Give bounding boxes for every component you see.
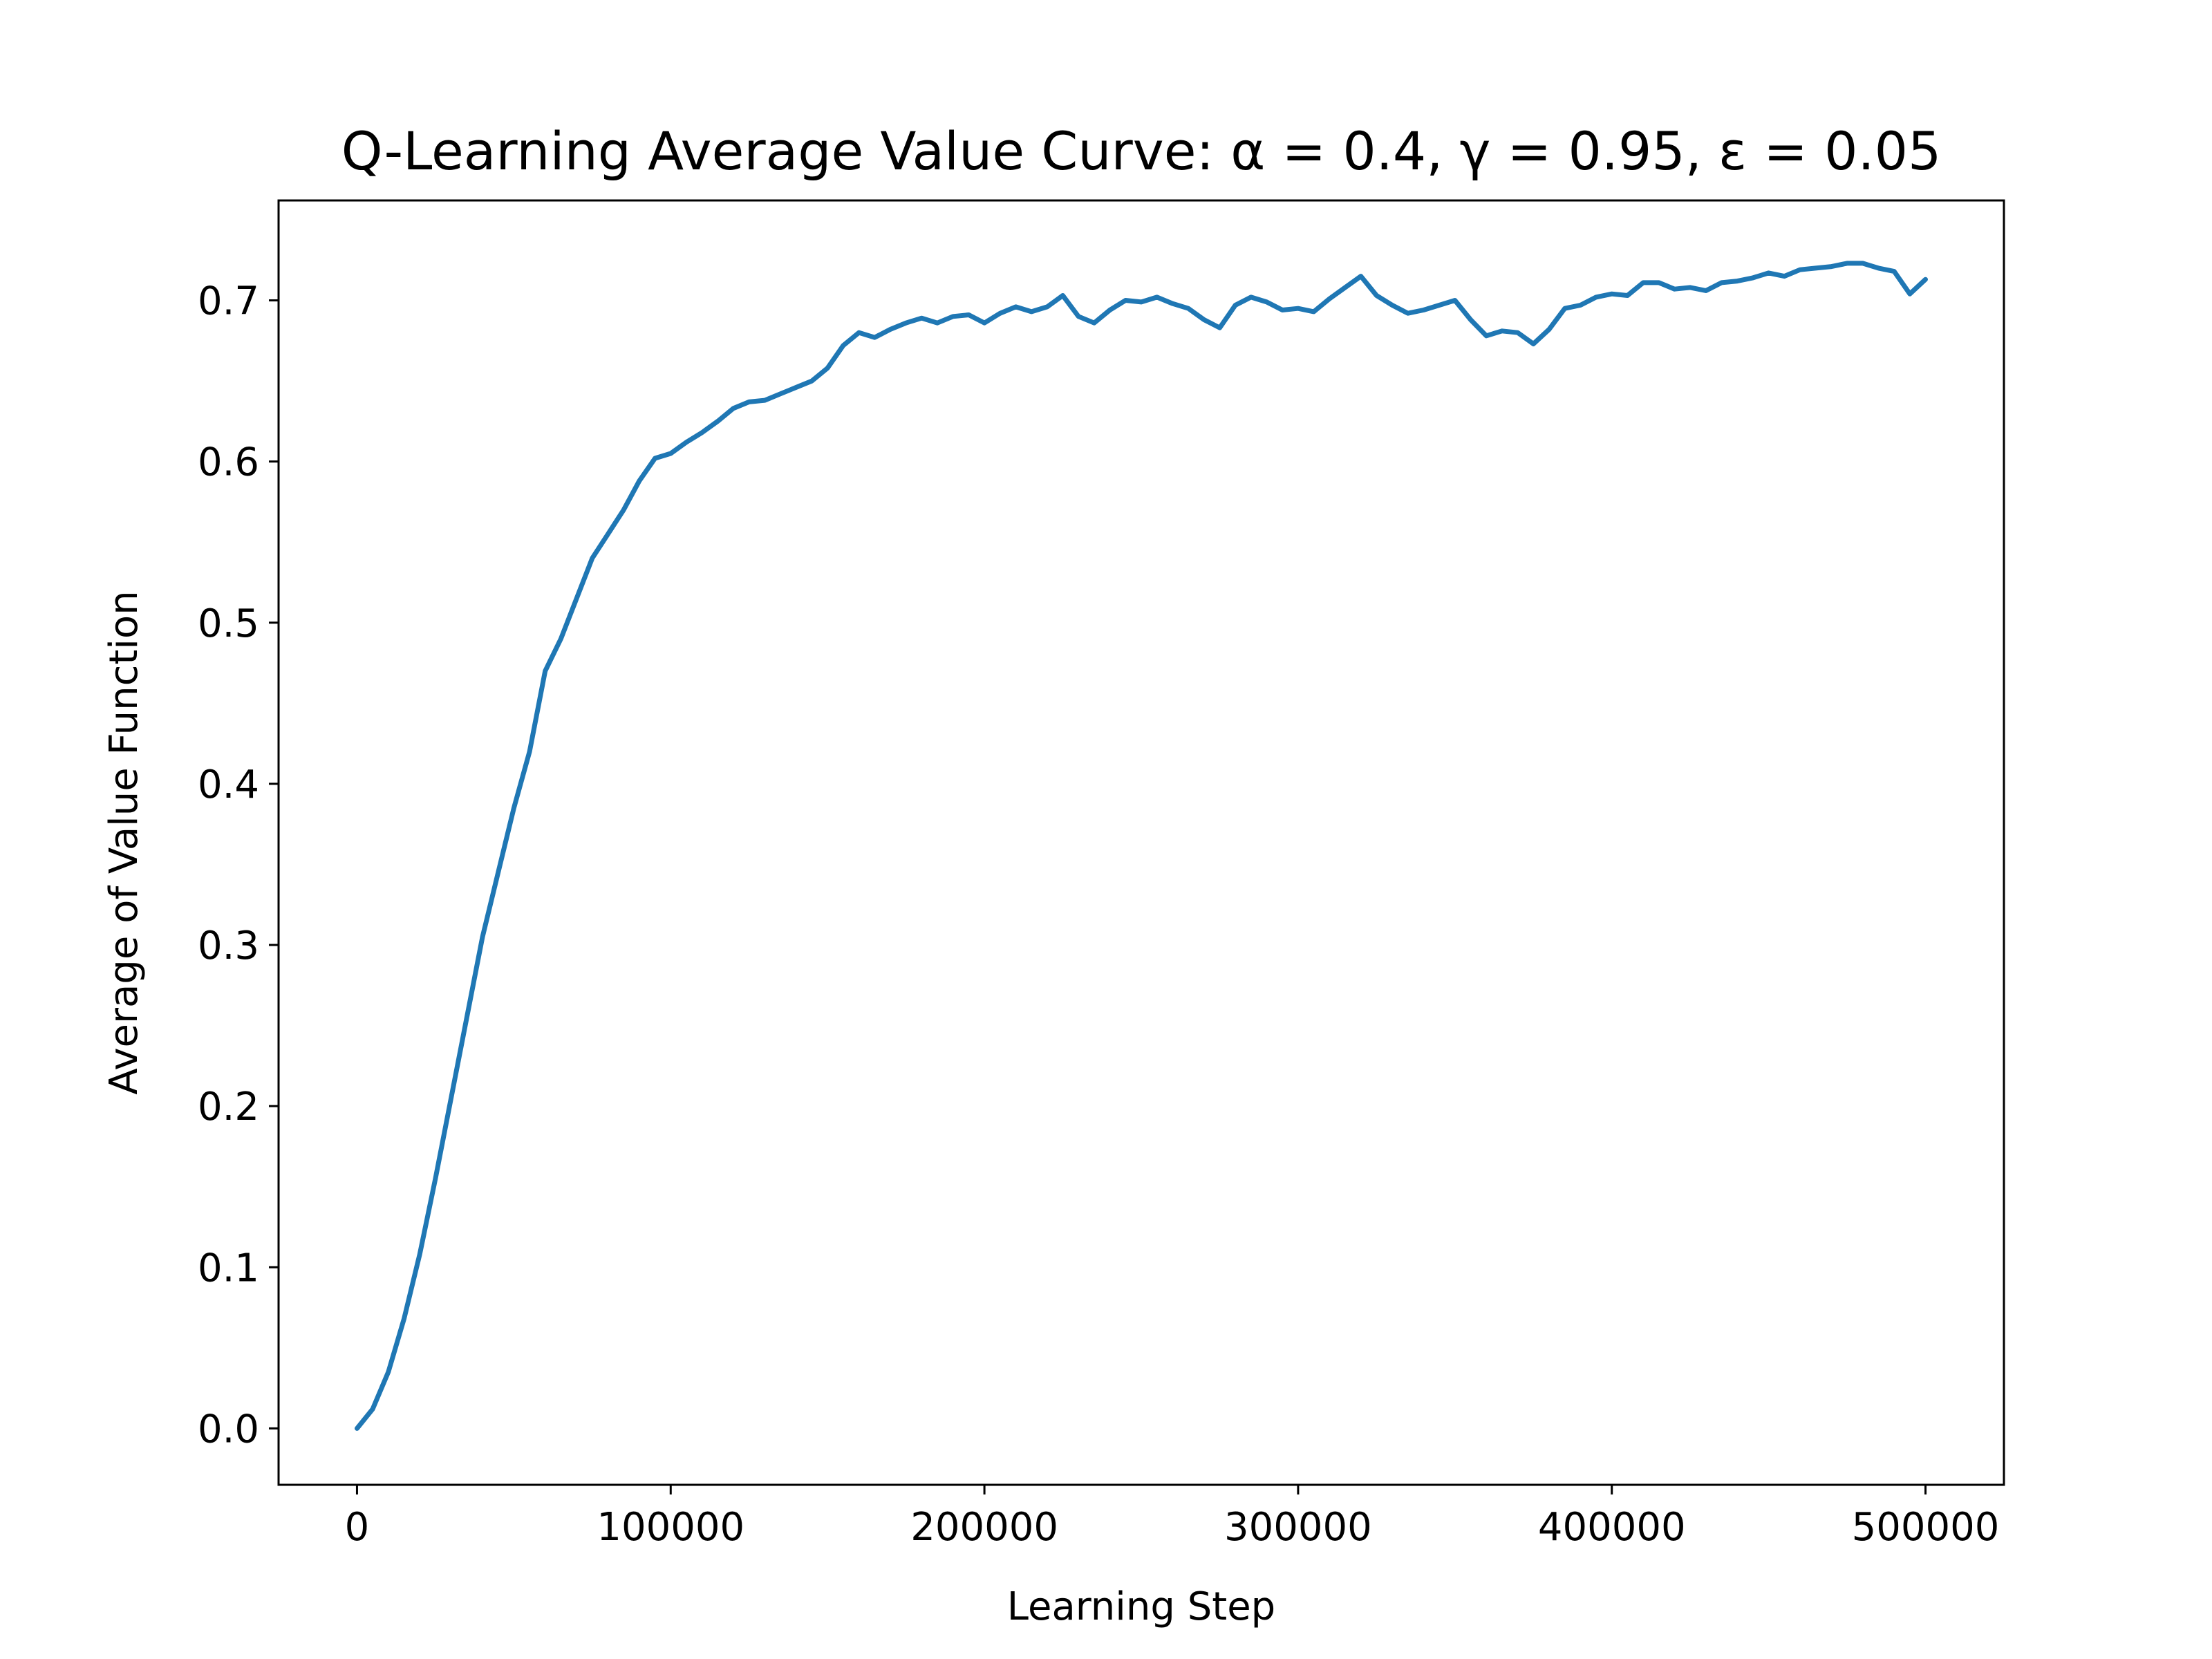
axes-frame [277,199,2005,1486]
y-tick-label: 0.4 [198,762,259,807]
x-tick-label: 400000 [1538,1505,1686,1550]
chart-title: Q-Learning Average Value Curve: α = 0.4,… [341,120,1942,182]
x-tick-label: 100000 [597,1505,744,1550]
y-tick-label: 0.3 [198,924,259,968]
y-tick-label: 0.0 [198,1407,259,1452]
y-tick-label: 0.5 [198,601,259,646]
y-axis-ticks: 0.0 0.1 0.2 0.3 0.4 0.5 0.6 0.7 [198,279,279,1452]
y-tick-label: 0.7 [198,279,259,324]
x-tick-label: 200000 [910,1505,1058,1550]
x-axis-ticks: 0 100000 200000 300000 400000 500000 [345,1485,2000,1550]
series-line-0 [355,261,1928,1431]
x-axis-label: Learning Step [1007,1584,1275,1629]
y-tick-label: 0.2 [198,1085,259,1130]
y-tick-label: 0.1 [198,1246,259,1291]
x-tick-label: 0 [345,1505,370,1550]
plot-area [355,261,1928,1431]
x-tick-label: 300000 [1224,1505,1372,1550]
x-tick-label: 500000 [1852,1505,2000,1550]
y-tick-label: 0.6 [198,440,259,485]
y-axis-label: Average of Value Function [102,590,147,1094]
